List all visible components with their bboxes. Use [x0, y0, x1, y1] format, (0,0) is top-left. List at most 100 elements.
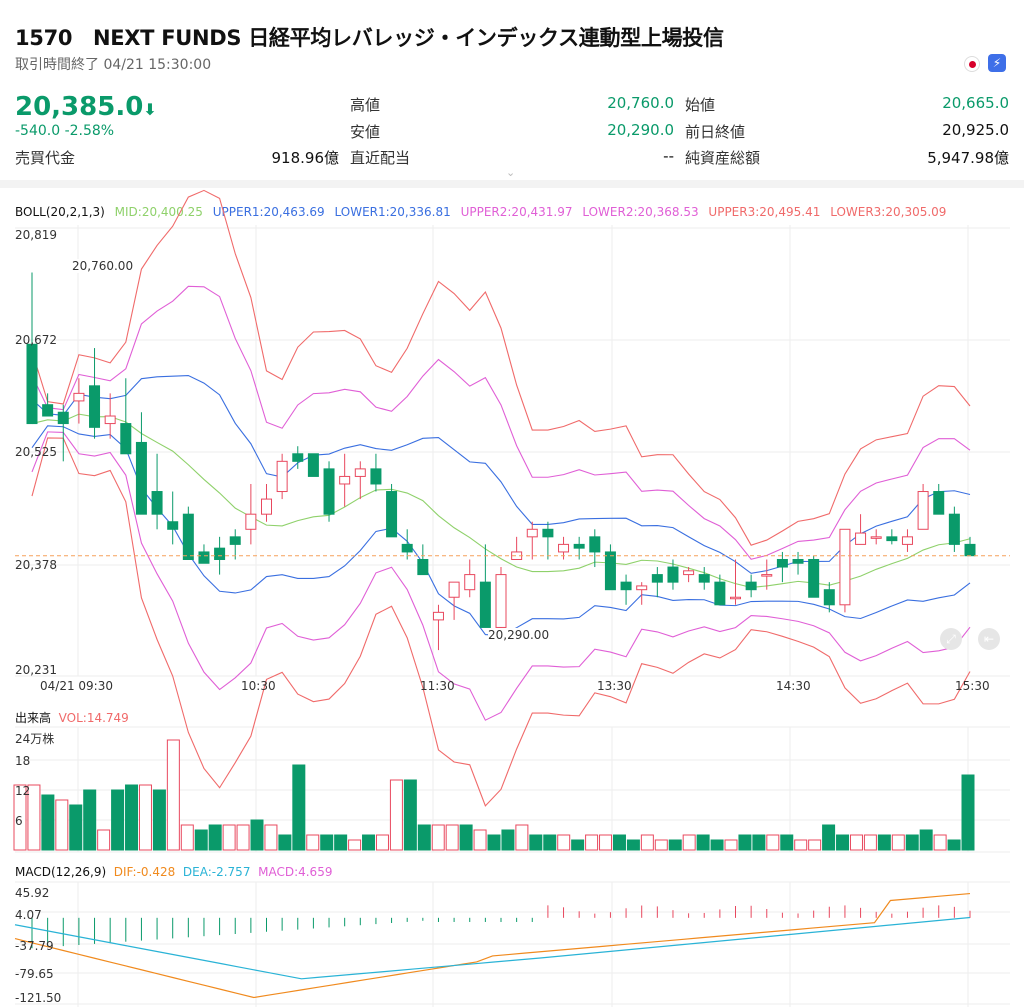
volume-bar: [166, 739, 180, 851]
turnover-value: 918.96億: [271, 149, 340, 167]
macd-axis-label: -79.65: [15, 967, 54, 981]
price-axis-label: 20,819: [15, 228, 57, 242]
volume-bar: [710, 839, 724, 851]
volume-bar: [543, 834, 557, 851]
volume-bar: [752, 834, 766, 851]
candle-body: [651, 574, 663, 583]
time-axis-label: 14:30: [776, 679, 811, 693]
lightning-icon[interactable]: ⚡: [988, 54, 1006, 72]
volume-bar: [487, 834, 501, 851]
candle-body: [323, 468, 335, 515]
boll-lower1: LOWER1:20,336.81: [334, 205, 451, 219]
volume-bar: [320, 834, 334, 851]
candle-body: [526, 528, 538, 538]
volume-bar: [626, 839, 640, 851]
candle-body: [229, 536, 241, 545]
volume-bar: [250, 819, 264, 851]
boll-lower2: LOWER2:20,368.53: [582, 205, 699, 219]
candle-body: [808, 558, 820, 598]
macd-axis-label: 4.07: [15, 908, 42, 922]
volume-bar: [278, 834, 292, 851]
low-label: 安値: [350, 123, 381, 141]
candle-body: [776, 558, 788, 568]
expand-icon[interactable]: ⤢: [940, 628, 962, 650]
quote-header: 1570 NEXT FUNDS 日経平均レバレッジ・インデックス連動型上場投信 …: [0, 0, 1024, 180]
volume-bar: [947, 839, 961, 851]
volume-axis-label: 12: [15, 784, 31, 798]
low-callout: 20,290.00: [488, 628, 550, 642]
candle-body: [683, 570, 695, 576]
volume-bar: [13, 784, 27, 851]
volume-bar: [292, 764, 306, 851]
volume-bar: [334, 834, 348, 851]
boll-lower3: LOWER3:20,305.09: [830, 205, 947, 219]
chevron-down-icon[interactable]: ⌄: [506, 166, 516, 179]
volume-axis-label: 18: [15, 754, 31, 768]
candle-body: [354, 468, 366, 477]
open-value: 20,665.0: [942, 94, 1009, 112]
volume-bar: [389, 779, 403, 851]
volume-unit: 24万株: [15, 732, 55, 746]
candle-body: [73, 392, 85, 402]
high-value: 20,760.0: [607, 94, 674, 112]
volume-bar: [445, 824, 459, 851]
volume-bar: [501, 829, 515, 851]
volume-bar: [557, 834, 571, 851]
candle-body: [714, 581, 726, 606]
price-axis-label: 20,525: [15, 445, 57, 459]
volume-bar: [612, 834, 626, 851]
candle-body: [589, 536, 601, 553]
candle-body: [620, 581, 632, 591]
volume-bar: [654, 839, 668, 851]
boll-upper2: UPPER2:20,431.97: [460, 205, 573, 219]
volume-bar: [640, 834, 654, 851]
volume-bar: [766, 834, 780, 851]
time-axis-label: 10:30: [241, 679, 276, 693]
trading-status: 取引時間終了 04/21 15:30:00: [15, 57, 212, 73]
volume-bar: [348, 839, 362, 851]
bollinger-band-line: [31, 437, 971, 807]
volume-bar: [236, 824, 250, 851]
candle-body: [964, 543, 976, 557]
volume-bar: [111, 789, 125, 851]
turnover-label: 売買代金: [15, 149, 76, 167]
volume-legend: 出来高 VOL:14.749: [15, 711, 129, 725]
candle-body: [292, 453, 304, 462]
macd-axis-label: -37.79: [15, 939, 54, 953]
candle-body: [745, 581, 757, 591]
candle-body: [198, 551, 210, 564]
candle-body: [730, 596, 741, 600]
boll-upper3: UPPER3:20,495.41: [708, 205, 821, 219]
macd-axis-label: 45.92: [15, 886, 50, 900]
boll-title: BOLL(20,2,1,3): [15, 205, 105, 219]
candle-body: [761, 574, 773, 577]
candle-body: [933, 491, 945, 515]
nav-value: 5,947.98億: [927, 149, 1009, 167]
macd-axis-label: -121.50: [15, 991, 62, 1005]
volume-bar: [417, 824, 431, 851]
volume-bar: [362, 834, 376, 851]
back-icon[interactable]: ⇤: [978, 628, 1000, 650]
bollinger-band-line: [31, 189, 971, 546]
candle-body: [823, 589, 835, 606]
volume-bar: [222, 824, 236, 851]
down-arrow-icon: ⬇: [143, 100, 157, 119]
candle-body: [370, 468, 382, 485]
price-axis-label: 20,672: [15, 333, 57, 347]
volume-bar: [208, 824, 222, 851]
candle-body: [573, 543, 585, 549]
divider: [0, 180, 1024, 188]
volume-bar: [473, 829, 487, 851]
candle-body: [870, 536, 882, 539]
candle-body: [542, 528, 554, 538]
volume-bar: [97, 829, 111, 851]
candle-body: [917, 491, 929, 530]
candle-body: [558, 543, 570, 553]
volume-bar: [125, 784, 139, 851]
japan-flag-icon: [964, 56, 980, 72]
candle-body: [839, 528, 851, 606]
candle-body: [339, 475, 351, 485]
time-axis-label: 04/21 09:30: [40, 679, 113, 693]
candle-body: [855, 532, 867, 545]
